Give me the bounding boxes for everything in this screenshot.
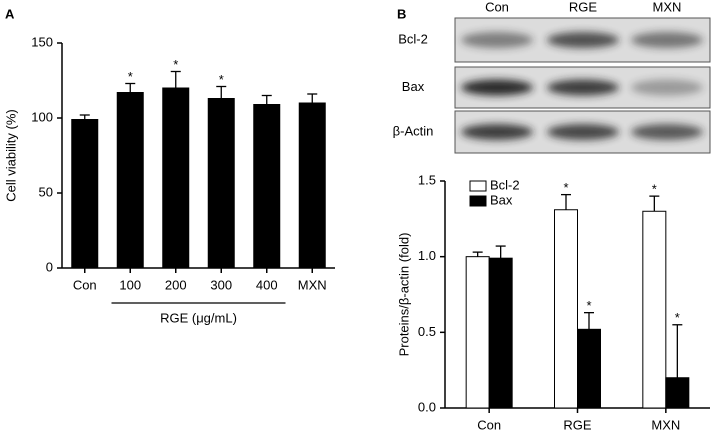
significance: * xyxy=(586,298,591,313)
row-label: Bcl-2 xyxy=(398,31,428,46)
significance: * xyxy=(563,180,568,195)
blot-band xyxy=(461,79,533,96)
blot-band xyxy=(461,124,533,140)
blot-band xyxy=(461,32,533,48)
y-tick-label: 100 xyxy=(31,109,53,124)
legend-label: Bax xyxy=(490,192,513,207)
significance: * xyxy=(219,72,224,87)
y-tick-label: 0.5 xyxy=(418,324,436,339)
bar xyxy=(162,87,190,269)
y-tick-label: 150 xyxy=(31,34,53,49)
y-tick-label: 0.0 xyxy=(418,399,436,414)
legend-label: Bcl-2 xyxy=(490,177,520,192)
legend-swatch xyxy=(469,180,487,192)
row-label: Bax xyxy=(402,79,425,94)
bar xyxy=(554,209,578,409)
y-axis-title: Cell viability (%) xyxy=(3,109,18,201)
x-tick-label: Con xyxy=(73,277,97,292)
significance: * xyxy=(173,57,178,72)
y-axis-title: Proteins/β-actin (fold) xyxy=(396,233,411,357)
blot-band xyxy=(547,32,619,48)
legend-swatch xyxy=(469,195,487,207)
blot-band xyxy=(631,32,703,48)
panel-label: B xyxy=(397,6,406,21)
panel-label: A xyxy=(5,6,15,21)
bar xyxy=(642,210,667,409)
x-tick-label: 100 xyxy=(119,277,141,292)
lane-label: RGE xyxy=(569,0,598,14)
bar xyxy=(253,104,281,269)
bar xyxy=(577,328,601,409)
significance: * xyxy=(128,69,133,84)
blot-band xyxy=(547,124,619,140)
blot-band xyxy=(631,79,703,96)
x-tick-label: Con xyxy=(477,417,501,432)
y-tick-label: 1.5 xyxy=(418,172,436,187)
row-label: β-Actin xyxy=(393,123,434,138)
x-tick-label: RGE xyxy=(563,417,592,432)
bar xyxy=(116,92,144,269)
significance: * xyxy=(675,310,680,325)
x-tick-label: 200 xyxy=(165,277,187,292)
x-tick-label: 300 xyxy=(210,277,232,292)
y-tick-label: 0 xyxy=(46,259,53,274)
group-label: RGE (μg/mL) xyxy=(160,310,237,325)
western-blot: Con RGE MXN Bcl-2 Bax β-Actin xyxy=(393,0,711,154)
blot-band xyxy=(547,79,619,96)
x-tick-label: 400 xyxy=(256,277,278,292)
y-tick-label: 1.0 xyxy=(418,248,436,263)
bar xyxy=(71,119,99,269)
bar xyxy=(465,256,490,409)
bar xyxy=(207,98,235,269)
x-tick-label: MXN xyxy=(651,417,680,432)
bar xyxy=(665,377,690,409)
y-tick-label: 50 xyxy=(39,184,53,199)
bar xyxy=(298,102,326,269)
significance: * xyxy=(652,182,657,197)
blot-band xyxy=(631,124,703,140)
x-tick-label: MXN xyxy=(298,277,327,292)
bar xyxy=(488,257,513,409)
lane-label: MXN xyxy=(653,0,682,14)
lane-label: Con xyxy=(485,0,509,14)
